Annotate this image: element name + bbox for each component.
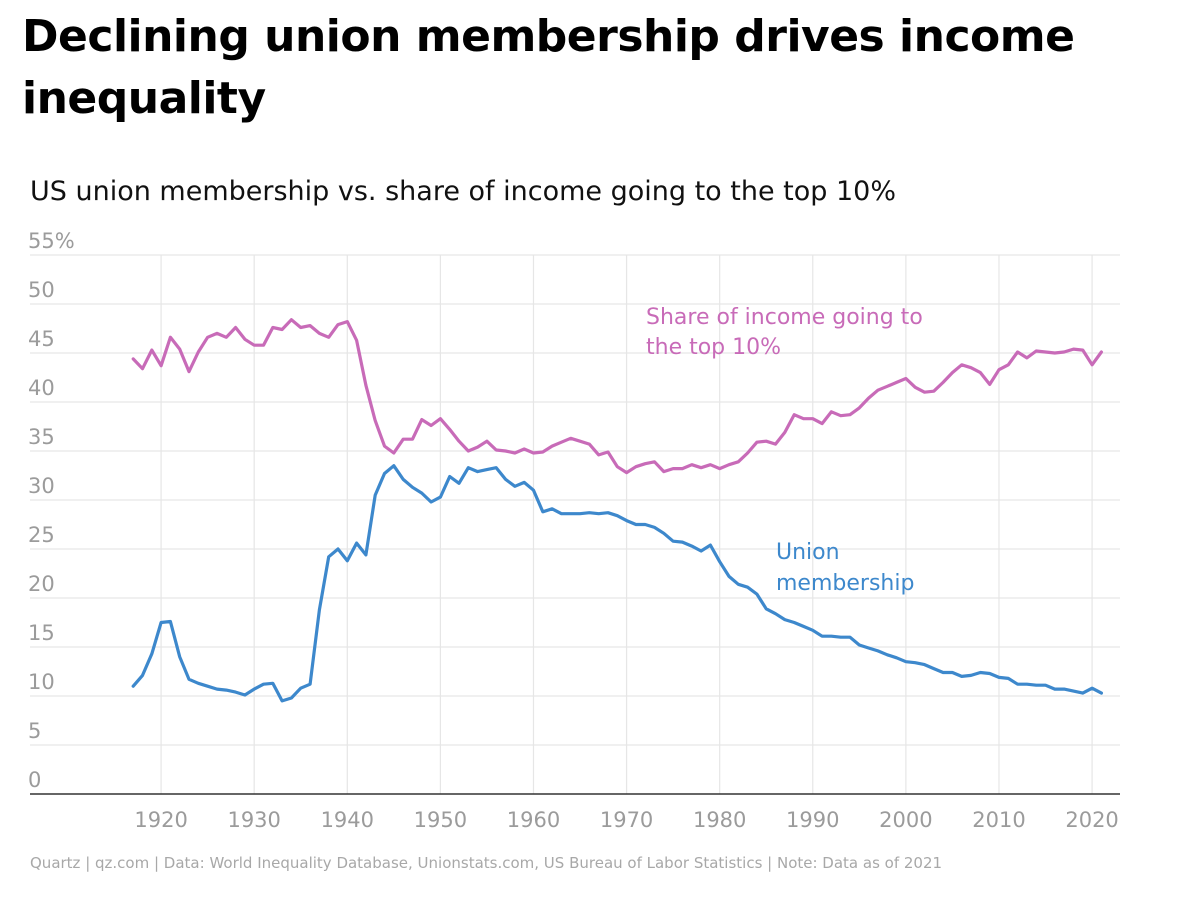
- grid-lines: [30, 254, 1120, 794]
- income-series-line: [131, 318, 1104, 475]
- x-tick-label-2000: 2000: [879, 808, 932, 832]
- x-tick-label-1980: 1980: [693, 808, 746, 832]
- chart-subtitle: US union membership vs. share of income …: [30, 176, 897, 207]
- source-footer: Quartz | qz.com | Data: World Inequality…: [30, 854, 943, 872]
- y-tick-label-15: 15: [28, 621, 55, 645]
- x-tick-label-1990: 1990: [786, 808, 839, 832]
- x-tick-label-1930: 1930: [227, 808, 280, 832]
- y-tick-label-25: 25: [28, 523, 55, 547]
- y-tick-label-45: 45: [28, 327, 55, 351]
- income-series-label-line-1: Share of income going to: [646, 305, 923, 330]
- x-tick-label-1970: 1970: [600, 808, 653, 832]
- x-tick-label-1920: 1920: [134, 808, 187, 832]
- x-axis-tick-labels: 1920 1930 1940 1950 1960 1970 1980 1990 2000 2010…: [134, 808, 1118, 832]
- y-tick-label-30: 30: [28, 474, 55, 498]
- y-tick-label-0: 0: [28, 768, 41, 792]
- y-tick-label-50: 50: [28, 278, 55, 302]
- y-tick-label-20: 20: [28, 572, 55, 596]
- income-series-label-line-2: the top 10%: [646, 335, 781, 360]
- union-series-label-line-2: membership: [776, 571, 914, 596]
- y-axis-tick-labels: 0 5 10 15 20 25 30 35 40 45 50 55%: [28, 229, 75, 792]
- chart-title: Declining union membership drives income…: [22, 11, 1075, 124]
- y-tick-label-40: 40: [28, 376, 55, 400]
- y-tick-label-10: 10: [28, 670, 55, 694]
- y-tick-label-35: 35: [28, 425, 55, 449]
- x-tick-label-1940: 1940: [321, 808, 374, 832]
- x-tick-label-1950: 1950: [414, 808, 467, 832]
- x-tick-label-1960: 1960: [507, 808, 560, 832]
- union-membership-series-line: [131, 464, 1104, 703]
- x-tick-label-2010: 2010: [972, 808, 1025, 832]
- x-tick-label-2020: 2020: [1065, 808, 1118, 832]
- y-tick-label-5: 5: [28, 719, 41, 743]
- union-series-label-line-1: Union: [776, 540, 840, 565]
- series-lines: [131, 318, 1104, 703]
- y-tick-label-55: 55%: [28, 229, 75, 253]
